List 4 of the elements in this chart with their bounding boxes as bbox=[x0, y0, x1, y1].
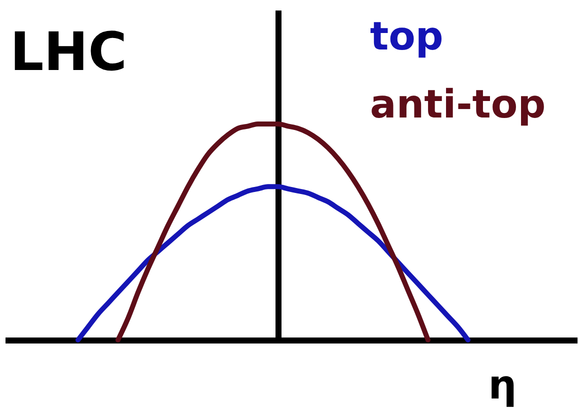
series-label: anti-top bbox=[370, 82, 546, 128]
x-axis-title: η bbox=[488, 362, 517, 408]
text: top bbox=[370, 14, 444, 60]
chart-title: LHC bbox=[10, 22, 128, 83]
